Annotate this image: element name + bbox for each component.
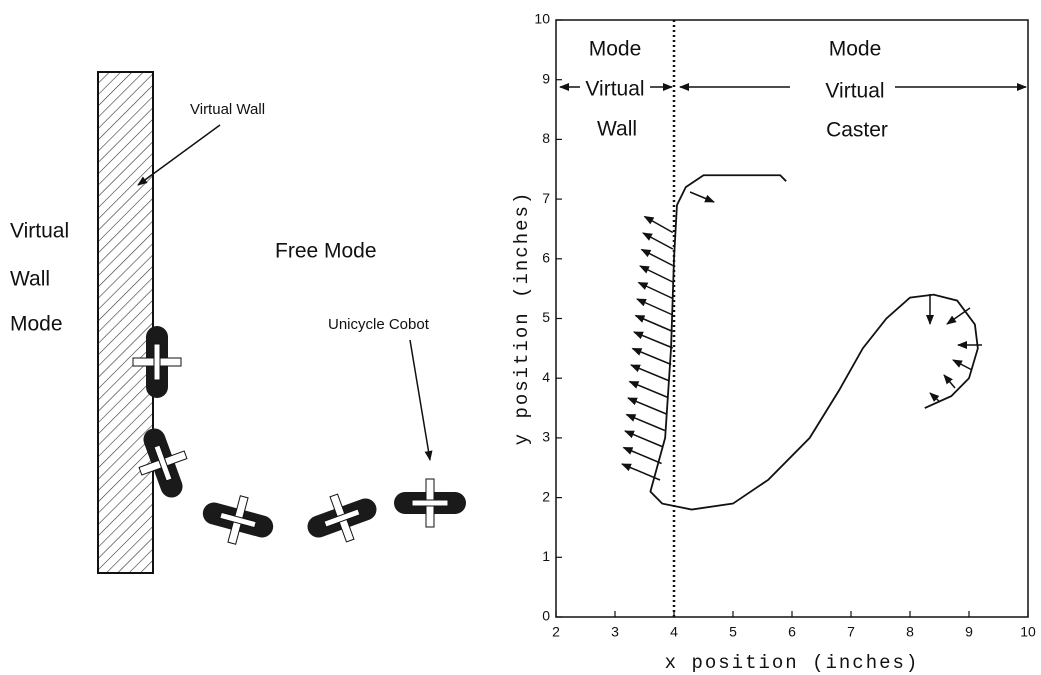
y-tick-label: 4 — [542, 369, 550, 385]
region-label: Wall — [597, 118, 637, 141]
cobot — [132, 326, 182, 398]
force-arrow — [640, 248, 674, 267]
y-tick-label: 9 — [542, 70, 550, 86]
force-arrow — [633, 331, 674, 349]
x-tick-label: 2 — [552, 624, 560, 640]
force-arrow — [639, 265, 674, 283]
force-arrow — [637, 281, 674, 300]
y-tick-label: 8 — [542, 130, 550, 146]
force-arrow — [636, 298, 674, 316]
y-tick-label: 5 — [542, 309, 550, 325]
x-axis-label: x position (inches) — [665, 652, 920, 674]
cobot — [138, 428, 188, 498]
force-arrow — [643, 215, 674, 234]
x-tick-label: 5 — [729, 624, 737, 640]
cobot-arrow — [409, 339, 433, 461]
x-tick-label: 8 — [906, 624, 914, 640]
y-tick-label: 0 — [542, 608, 550, 624]
x-tick-label: 4 — [670, 624, 678, 640]
region-label: Mode — [829, 38, 882, 61]
region-label: Virtual — [585, 78, 644, 101]
cobot — [202, 495, 274, 545]
cobot-axle — [153, 343, 161, 381]
plot-frame — [555, 19, 1029, 618]
force-arrow — [627, 397, 667, 415]
region-label: Virtual — [825, 80, 884, 103]
force-arrow — [630, 364, 670, 382]
x-tick-label: 9 — [965, 624, 973, 640]
free-label: Free Mode — [275, 240, 377, 263]
y-tick-label: 7 — [542, 190, 550, 206]
x-tick-label: 6 — [788, 624, 796, 640]
x-tick-label: 7 — [847, 624, 855, 640]
cobot-axle — [411, 499, 449, 507]
force-arrows — [621, 191, 982, 481]
y-tick-label: 10 — [534, 11, 550, 27]
wall-arrow — [137, 124, 221, 186]
virtual-wall — [97, 71, 154, 574]
cobots — [132, 326, 466, 545]
y-tick-label: 2 — [542, 488, 550, 504]
force-arrow — [631, 347, 672, 366]
cobot-axle — [153, 444, 173, 482]
region-label: Caster — [826, 119, 888, 142]
mode-label: Wall — [10, 268, 50, 291]
cobot-label: Unicycle Cobot — [328, 316, 430, 333]
mode-label: Virtual — [10, 220, 69, 243]
cobot-axle — [323, 508, 361, 528]
mode-label: Mode — [10, 313, 63, 336]
force-arrow — [642, 232, 674, 250]
force-arrow — [625, 413, 666, 432]
cobot — [307, 493, 377, 543]
force-arrow — [624, 430, 664, 448]
y-tick-label: 6 — [542, 250, 550, 266]
y-axis-label: y position (inches) — [511, 191, 533, 446]
x-tick-label: 10 — [1020, 624, 1036, 640]
region-label: Mode — [589, 38, 642, 61]
cobot — [394, 478, 466, 528]
force-arrow — [622, 446, 662, 465]
trajectory — [649, 174, 979, 511]
y-tick-label: 1 — [542, 548, 550, 564]
force-arrow — [634, 314, 674, 333]
x-tick-label: 3 — [611, 624, 619, 640]
wall-label: Virtual Wall — [190, 101, 265, 118]
cobot-axle — [219, 511, 257, 529]
force-arrow — [628, 380, 669, 399]
y-tick-label: 3 — [542, 429, 550, 445]
